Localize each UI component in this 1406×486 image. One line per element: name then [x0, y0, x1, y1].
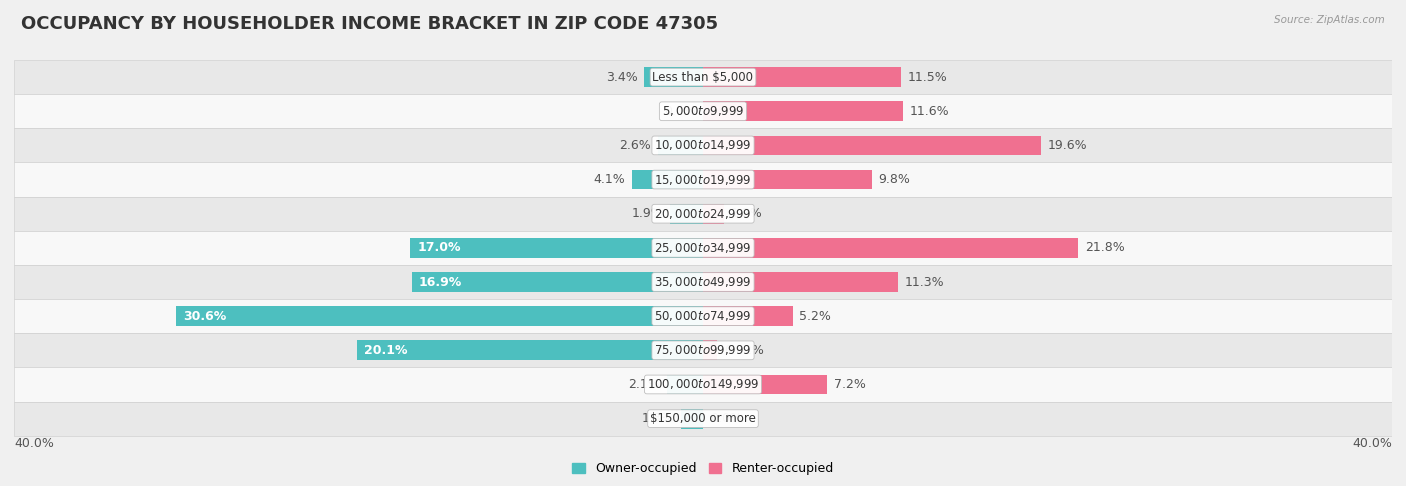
Bar: [666, 375, 703, 394]
Text: 11.6%: 11.6%: [910, 105, 949, 118]
Bar: [14, 128, 1392, 162]
Text: 21.8%: 21.8%: [1085, 242, 1125, 254]
Text: 9.8%: 9.8%: [879, 173, 911, 186]
Bar: [703, 375, 827, 394]
Text: 20.1%: 20.1%: [364, 344, 408, 357]
Bar: [703, 340, 717, 360]
Text: $35,000 to $49,999: $35,000 to $49,999: [654, 275, 752, 289]
Bar: [703, 170, 872, 190]
Bar: [14, 401, 1392, 435]
Bar: [14, 299, 1392, 333]
Bar: [644, 67, 703, 87]
Text: 1.3%: 1.3%: [643, 412, 673, 425]
Text: 4.1%: 4.1%: [593, 173, 626, 186]
Bar: [14, 197, 1392, 231]
Bar: [14, 60, 1392, 94]
Bar: [14, 231, 1392, 265]
Text: 11.5%: 11.5%: [908, 70, 948, 84]
Text: 0.0%: 0.0%: [664, 105, 696, 118]
Bar: [176, 306, 703, 326]
Bar: [14, 94, 1392, 128]
Text: 19.6%: 19.6%: [1047, 139, 1087, 152]
Bar: [14, 367, 1392, 401]
Bar: [658, 136, 703, 156]
Text: 7.2%: 7.2%: [834, 378, 866, 391]
Text: 0.0%: 0.0%: [710, 412, 742, 425]
Text: $50,000 to $74,999: $50,000 to $74,999: [654, 309, 752, 323]
Bar: [633, 170, 703, 190]
Text: 5.2%: 5.2%: [800, 310, 831, 323]
Text: OCCUPANCY BY HOUSEHOLDER INCOME BRACKET IN ZIP CODE 47305: OCCUPANCY BY HOUSEHOLDER INCOME BRACKET …: [21, 15, 718, 33]
Bar: [681, 409, 703, 429]
Bar: [411, 238, 703, 258]
Bar: [703, 67, 901, 87]
Bar: [703, 238, 1078, 258]
Text: 40.0%: 40.0%: [1353, 437, 1392, 451]
Text: 11.3%: 11.3%: [904, 276, 945, 289]
Bar: [703, 272, 897, 292]
Text: $20,000 to $24,999: $20,000 to $24,999: [654, 207, 752, 221]
Text: 2.6%: 2.6%: [620, 139, 651, 152]
Bar: [703, 102, 903, 121]
Bar: [14, 333, 1392, 367]
Bar: [671, 204, 703, 224]
Text: 40.0%: 40.0%: [14, 437, 53, 451]
Text: $100,000 to $149,999: $100,000 to $149,999: [647, 378, 759, 391]
Bar: [14, 265, 1392, 299]
Text: $5,000 to $9,999: $5,000 to $9,999: [662, 104, 744, 118]
Text: $10,000 to $14,999: $10,000 to $14,999: [654, 139, 752, 153]
Text: 1.2%: 1.2%: [731, 207, 762, 220]
Text: Source: ZipAtlas.com: Source: ZipAtlas.com: [1274, 15, 1385, 25]
Text: 1.9%: 1.9%: [631, 207, 664, 220]
Text: $150,000 or more: $150,000 or more: [650, 412, 756, 425]
Text: 3.4%: 3.4%: [606, 70, 637, 84]
Text: $75,000 to $99,999: $75,000 to $99,999: [654, 343, 752, 357]
Bar: [357, 340, 703, 360]
Text: 30.6%: 30.6%: [183, 310, 226, 323]
Text: Less than $5,000: Less than $5,000: [652, 70, 754, 84]
Text: 0.82%: 0.82%: [724, 344, 763, 357]
Bar: [14, 162, 1392, 197]
Text: $25,000 to $34,999: $25,000 to $34,999: [654, 241, 752, 255]
Text: $15,000 to $19,999: $15,000 to $19,999: [654, 173, 752, 187]
Bar: [703, 306, 793, 326]
Text: 16.9%: 16.9%: [419, 276, 463, 289]
Bar: [703, 204, 724, 224]
Bar: [412, 272, 703, 292]
Text: 17.0%: 17.0%: [418, 242, 461, 254]
Bar: [703, 136, 1040, 156]
Text: 2.1%: 2.1%: [628, 378, 659, 391]
Legend: Owner-occupied, Renter-occupied: Owner-occupied, Renter-occupied: [568, 457, 838, 481]
